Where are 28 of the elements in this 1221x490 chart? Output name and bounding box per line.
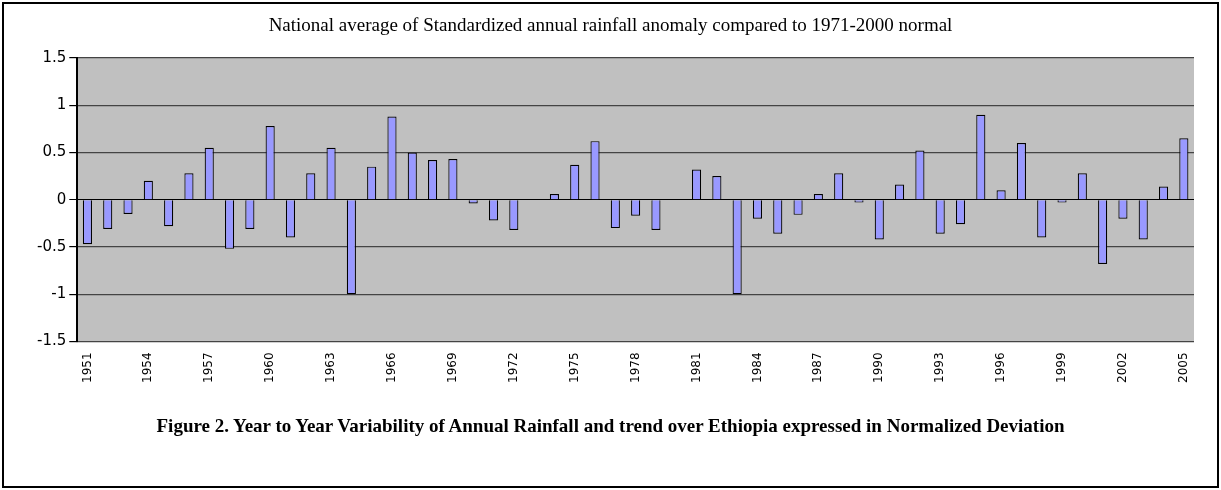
x-tick-label: 1996 (993, 352, 1008, 384)
x-tick-label: 1999 (1054, 352, 1069, 384)
y-tick-label: -1.5 (36, 331, 67, 350)
y-tick-label: 0.5 (42, 142, 67, 161)
x-tick-label: 1969 (445, 352, 460, 384)
x-tick-label: 1987 (810, 352, 825, 384)
x-tick-label: 1972 (505, 352, 520, 384)
x-tick-label: 2005 (1175, 352, 1190, 384)
x-tick-label: 1951 (79, 352, 94, 384)
x-tick-label: 1993 (932, 352, 947, 384)
chart-title: National average of Standardized annual rainfall anomaly compared to 1971-2000 normal (267, 14, 954, 36)
y-tick-label: 1 (56, 95, 67, 114)
x-tick-label: 1990 (871, 352, 886, 384)
x-tick-label: 1963 (323, 352, 338, 384)
y-tick-label: -0.5 (36, 236, 67, 255)
y-tick-label: -1 (51, 284, 67, 303)
x-tick-label: 1957 (201, 352, 216, 384)
x-tick-label: 1981 (688, 352, 703, 384)
x-tick-label: 1975 (566, 352, 581, 384)
y-tick-label: 1.5 (42, 47, 67, 66)
y-tick-label: 0 (56, 189, 67, 208)
x-tick-label: 1984 (749, 352, 764, 384)
x-tick-label: 1966 (384, 352, 399, 384)
caption: Figure 2. Year to Year Variability of Annual Rainfall and trend over Ethiopia expressed in Normalized Deviation (155, 414, 1066, 438)
x-tick-label: 1978 (627, 352, 642, 384)
x-tick-label: 2002 (1115, 352, 1130, 384)
x-tick-label: 1960 (262, 352, 277, 384)
x-tick-label: 1954 (140, 352, 155, 384)
